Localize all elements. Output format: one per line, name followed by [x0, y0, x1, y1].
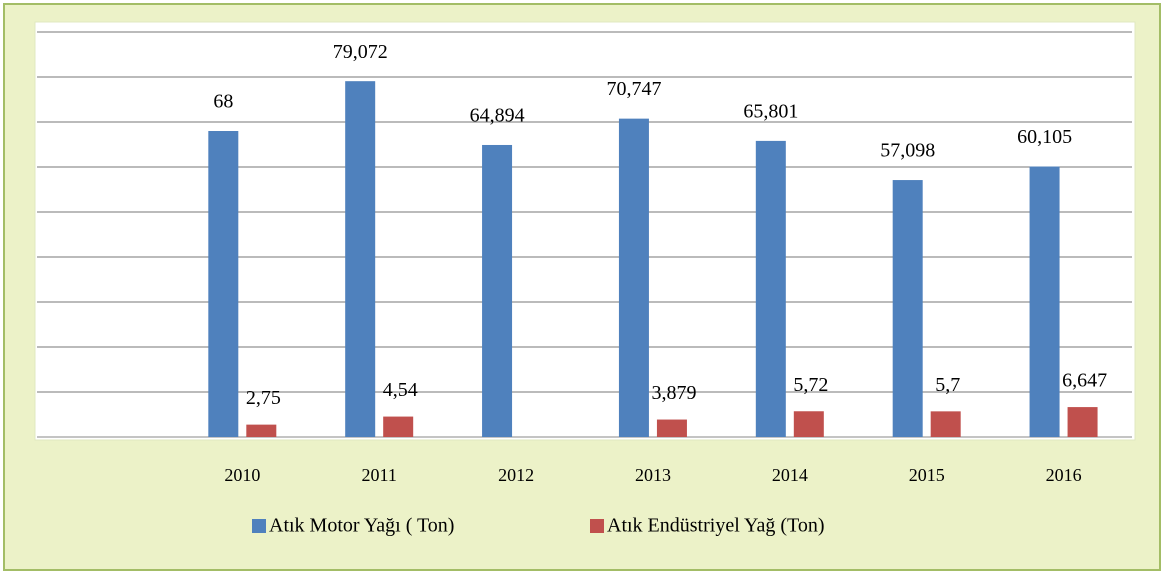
bar	[345, 81, 376, 438]
bar	[482, 144, 513, 438]
bar	[892, 180, 923, 437]
data-label: 68	[213, 91, 233, 113]
plot-area	[34, 21, 1136, 441]
x-tick-label: 2013	[635, 465, 671, 485]
data-label: 57,098	[880, 140, 935, 162]
data-label: 6,647	[1062, 370, 1107, 392]
bar	[208, 131, 239, 437]
bar	[383, 416, 414, 437]
bar	[618, 118, 649, 438]
data-label: 2,75	[246, 387, 281, 409]
data-label: 79,072	[333, 41, 388, 63]
data-label: 5,7	[935, 374, 960, 396]
bar	[930, 411, 961, 437]
bar	[1067, 407, 1098, 437]
x-tick-label: 2011	[362, 465, 397, 485]
legend-swatch	[252, 519, 266, 533]
data-label: 64,894	[470, 105, 525, 127]
data-label: 60,105	[1017, 126, 1072, 148]
legend-label: Atık Motor Yağı ( Ton)	[269, 515, 454, 537]
data-label: 3,879	[651, 382, 696, 404]
x-tick-label: 2015	[909, 465, 945, 485]
bar	[793, 411, 824, 437]
x-tick-label: 2010	[224, 465, 260, 485]
data-label: 5,72	[793, 374, 828, 396]
data-label: 4,54	[383, 379, 418, 401]
x-tick-label: 2016	[1046, 465, 1082, 485]
bar	[1029, 166, 1060, 437]
x-tick-label: 2012	[498, 465, 534, 485]
x-tick-label: 2014	[772, 465, 808, 485]
data-label: 65,801	[743, 100, 798, 122]
data-label: 70,747	[606, 78, 661, 100]
bar	[656, 419, 687, 437]
legend-label: Atık Endüstriyel Yağ (Ton)	[607, 515, 824, 537]
legend-swatch	[590, 519, 604, 533]
bar	[755, 140, 786, 437]
bar	[246, 424, 277, 437]
